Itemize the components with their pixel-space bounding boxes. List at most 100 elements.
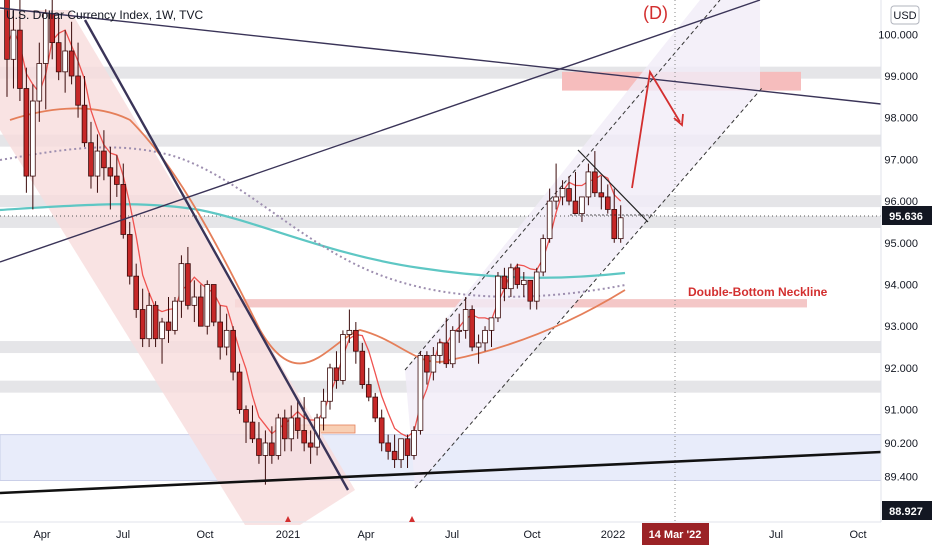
time-tick-label: Apr <box>33 529 50 541</box>
candle <box>378 409 385 452</box>
event-marker <box>285 516 291 522</box>
candle <box>411 426 417 460</box>
candle <box>223 313 230 356</box>
moving-average-red-step <box>6 28 622 438</box>
candle <box>572 171 579 215</box>
candle-body <box>88 142 94 177</box>
candle <box>256 422 262 464</box>
price-tick-label: 97.000 <box>884 154 918 166</box>
price-tick-label: 100.000 <box>878 29 918 41</box>
candle-body <box>75 75 81 106</box>
candle <box>301 397 307 452</box>
candle-body <box>197 296 204 327</box>
candle-body <box>533 271 540 302</box>
candle-body <box>307 442 314 448</box>
candle <box>527 279 534 310</box>
candle-body <box>521 279 527 285</box>
currency-button[interactable] <box>890 5 920 25</box>
ascending-channel <box>405 0 760 488</box>
time-tick-label: Jul <box>769 529 783 541</box>
moving-averages-layer <box>0 28 626 438</box>
candle-body <box>269 442 275 456</box>
horizontal-zone <box>0 215 881 228</box>
candle <box>404 434 411 468</box>
candle-body <box>159 321 165 340</box>
candle <box>55 17 62 81</box>
candle <box>540 234 546 277</box>
price-axis[interactable] <box>881 0 932 550</box>
time-tick-label: Oct <box>196 529 213 541</box>
candle-body <box>430 354 437 373</box>
candle <box>482 326 488 352</box>
candle-body <box>133 275 140 310</box>
candle-body <box>404 438 411 456</box>
candle <box>101 130 107 181</box>
time-tick-label: Jul <box>445 529 459 541</box>
annotations-layer: (D) Double-Bottom Neckline <box>643 3 828 299</box>
candle-body <box>495 275 501 319</box>
candle <box>178 255 185 318</box>
candle <box>617 205 624 243</box>
candle <box>23 67 30 193</box>
candle-body <box>114 175 120 185</box>
low-price-tag <box>882 501 932 520</box>
trendlines-layer <box>0 0 882 495</box>
candle-body <box>353 329 359 352</box>
candle <box>359 342 366 389</box>
candle <box>566 176 572 206</box>
candle-body <box>359 350 366 385</box>
candle <box>126 221 133 285</box>
candle <box>365 367 372 402</box>
price-tick-label: 94.000 <box>884 280 918 292</box>
candle-body <box>475 342 482 348</box>
candle-body <box>391 450 398 461</box>
candle-body <box>424 354 430 373</box>
currency-label: USD <box>893 10 916 22</box>
candle <box>133 263 140 318</box>
candle-body <box>146 304 152 340</box>
candle <box>449 326 456 368</box>
candle <box>243 405 249 443</box>
candle-body <box>17 29 23 89</box>
candle <box>120 163 127 239</box>
candle-body <box>604 196 611 210</box>
candle-body <box>23 88 30 177</box>
candle-body <box>398 438 404 461</box>
candle-body <box>249 421 256 440</box>
candle-body <box>152 304 159 340</box>
candle-body <box>191 296 198 306</box>
candle <box>172 297 178 335</box>
price-tick-label: 92.000 <box>884 363 918 375</box>
time-tick-label: 2022 <box>601 529 625 541</box>
candle <box>262 430 269 485</box>
candle-body <box>437 342 443 356</box>
candle <box>579 196 585 222</box>
candle <box>191 280 198 323</box>
candle <box>514 263 521 289</box>
candle <box>139 288 146 348</box>
candle-body <box>559 188 566 198</box>
descending-channel <box>0 10 355 525</box>
candle <box>62 30 68 93</box>
candle <box>275 413 282 460</box>
candle-body <box>81 104 88 144</box>
candle-body <box>553 196 559 202</box>
candle-body <box>320 400 327 419</box>
candle-body <box>372 396 379 419</box>
candle <box>372 392 379 423</box>
candle-body <box>185 263 191 306</box>
time-tick-label: Apr <box>357 529 374 541</box>
candle-body <box>592 171 598 194</box>
candle <box>417 351 424 435</box>
candle-body <box>94 150 101 177</box>
candle <box>488 317 495 348</box>
candle-body <box>514 267 521 285</box>
candle <box>114 155 120 197</box>
candle-body <box>126 234 133 277</box>
candle-body <box>365 384 372 398</box>
candle-body <box>275 417 282 456</box>
moving-average-cyan <box>0 203 626 279</box>
candle <box>294 401 301 439</box>
